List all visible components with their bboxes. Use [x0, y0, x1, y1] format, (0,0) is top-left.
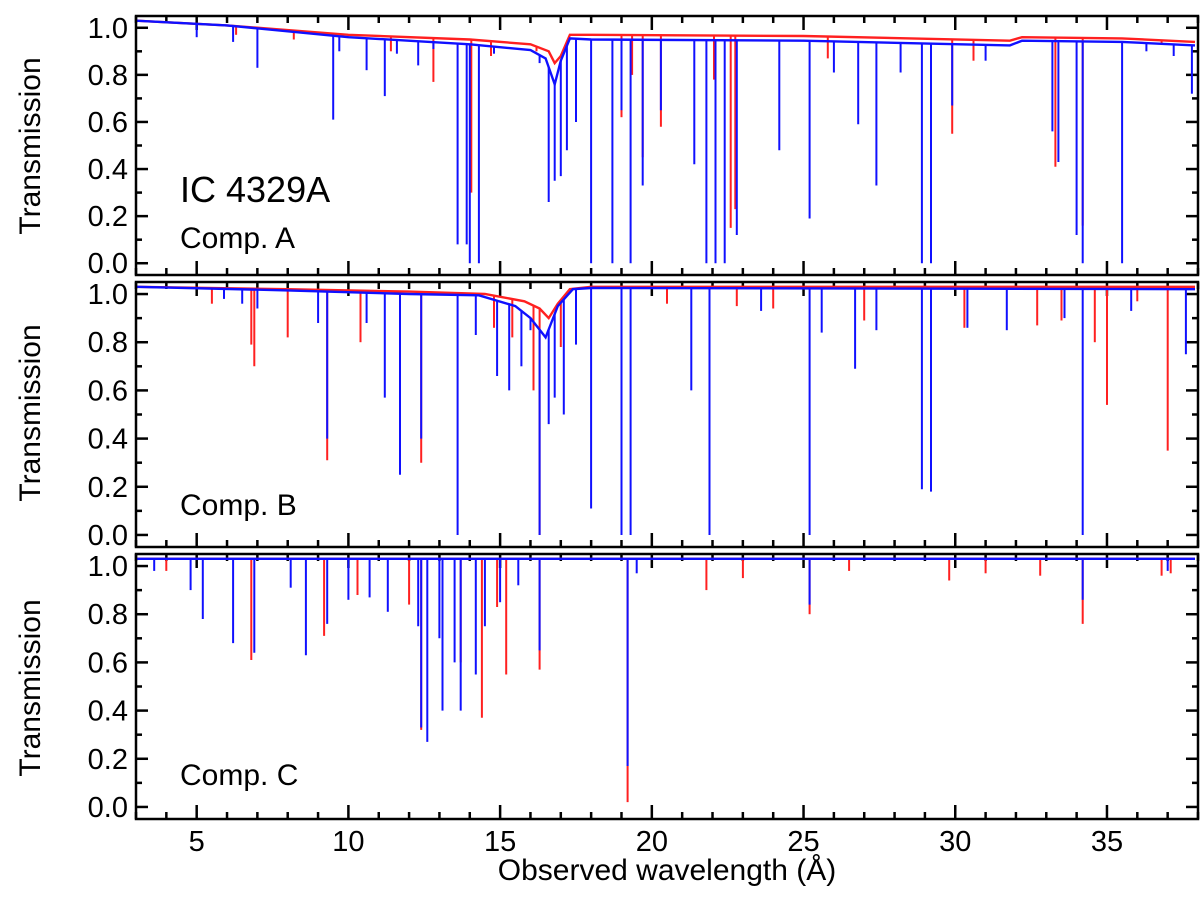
panel-c-component-label: Comp. C: [180, 759, 298, 792]
panel-2-ytick-label-0: 0.0: [88, 792, 128, 824]
x-tick-label-3: 20: [636, 826, 668, 858]
panel-0-ytick-label-3: 0.6: [88, 107, 128, 139]
x-tick-label-6: 35: [1091, 826, 1123, 858]
panel-a-object-label: IC 4329A: [180, 169, 330, 210]
panel-c-ylabel: Transmission: [14, 599, 47, 776]
panel-a-component-label: Comp. A: [180, 222, 295, 255]
panel-0-ytick-label-2: 0.4: [88, 154, 128, 186]
panel-a-yticks: 0.0 0.2 0.4 0.6 0.8 1.0: [88, 13, 1200, 280]
panel-2-ytick-label-5: 1.0: [88, 551, 128, 583]
x-tick-label-0: 5: [189, 826, 205, 858]
x-axis-label: Observed wavelength (Å): [498, 854, 837, 887]
panel-1-ytick-label-3: 0.6: [88, 375, 128, 407]
panel-comp-b: Transmission 0.0 0.2 0.4 0.6 0.8 1.0 Comp. B: [14, 279, 1200, 552]
panel-2-ytick-label-4: 0.8: [88, 599, 128, 631]
panel-2-ytick-label-2: 0.4: [88, 696, 128, 728]
panel-b-ylabel: Transmission: [14, 324, 47, 501]
panel-a-ylabel: Transmission: [14, 57, 47, 234]
x-tick-label-2: 15: [484, 826, 516, 858]
panel-0-series-0-continuum: [136, 19, 1196, 66]
panel-0-ytick-label-1: 0.2: [88, 201, 128, 233]
panel-0-ytick-label-0: 0.0: [88, 248, 128, 280]
panel-a-plot: [136, 19, 1196, 264]
panel-2-ytick-label-3: 0.6: [88, 647, 128, 679]
panel-1-ytick-label-0: 0.0: [88, 520, 128, 552]
panel-comp-c: Transmission 0.0 0.2 0.4 0.6 0.8 1.0 Comp. C: [14, 551, 1200, 824]
panel-b-plot: [136, 285, 1196, 535]
panel-a-frame: [134, 14, 1200, 277]
panel-1-ytick-label-2: 0.4: [88, 424, 128, 456]
panel-1-ytick-label-4: 0.8: [88, 327, 128, 359]
panel-1-ytick-label-1: 0.2: [88, 472, 128, 504]
x-tick-labels: 5 10 15 20 25 30 35: [189, 826, 1123, 858]
panel-c-yticks: 0.0 0.2 0.4 0.6 0.8 1.0: [88, 551, 1200, 824]
panel-1-series-1-continuum: [136, 285, 1196, 340]
panel-2-ytick-label-1: 0.2: [88, 744, 128, 776]
panel-c-frame: [134, 552, 1200, 821]
x-tick-label-4: 25: [787, 826, 819, 858]
panel-c-plot: [136, 557, 1195, 803]
panel-b-frame: [134, 280, 1200, 549]
panel-0-ytick-label-5: 1.0: [88, 13, 128, 45]
panel-1-ytick-label-5: 1.0: [88, 279, 128, 311]
panel-comp-a: Transmission 0.0 0.2 0.4 0.6 0.8 1.0 IC 4329A…: [14, 13, 1200, 280]
x-tick-label-1: 10: [332, 826, 364, 858]
x-tick-label-5: 30: [939, 826, 971, 858]
panel-0-ytick-label-4: 0.8: [88, 60, 128, 92]
panel-b-component-label: Comp. B: [180, 489, 297, 522]
